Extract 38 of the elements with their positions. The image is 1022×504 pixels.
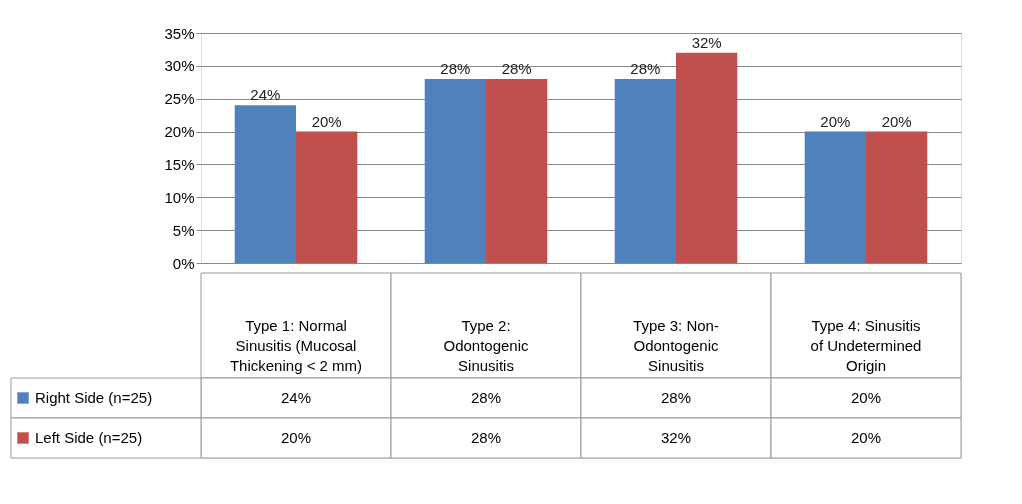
x-tick-label: Type 3: Non-Odontogenic Sinusitis (633, 316, 720, 374)
text: 28% (501, 60, 532, 77)
y-tick-label: 20% (164, 123, 195, 141)
x-tick-label: Type 4: Sinusitis of Undetermined Origin (810, 316, 922, 374)
text: 28% (440, 60, 471, 77)
legend-label: Right Side (n=25) (35, 389, 153, 406)
data-label: 32% (660, 429, 692, 446)
y-tick-label: 15% (164, 155, 195, 173)
text: 20% (311, 112, 342, 130)
data-label: 28% (470, 429, 502, 446)
data-label: 20% (280, 429, 312, 446)
x-tick-label: Type 2: Odontogenic Sinusitis (443, 316, 530, 374)
y-tick-label: 35% (164, 24, 195, 42)
text: 20% (881, 112, 912, 130)
y-tick-label: 25% (164, 90, 195, 108)
bar (866, 131, 928, 263)
bar (804, 131, 866, 263)
data-label: 28% (660, 389, 692, 406)
text: 20% (820, 112, 851, 130)
data-label: 20% (850, 429, 882, 446)
data-label: 24% (280, 389, 312, 406)
text: 28% (630, 60, 661, 77)
text: 32% (691, 33, 722, 51)
bar (676, 52, 738, 263)
y-tick-label: 10% (164, 188, 195, 206)
bar (424, 79, 486, 263)
bar (486, 79, 548, 263)
data-label: 20% (850, 389, 882, 406)
data-label: 28% (470, 389, 502, 406)
y-tick-label: 0% (172, 254, 195, 272)
bar (296, 131, 358, 263)
bar (234, 105, 296, 263)
legend-label: Left Side (n=25) (35, 429, 143, 446)
bar (614, 79, 676, 263)
text: 24% (250, 86, 281, 104)
y-tick-label: 30% (164, 57, 195, 75)
x-tick-label: Type 1: Normal Sinusitis (Mucosal Thickening < 2 mm) (229, 316, 363, 374)
y-tick-label: 5% (172, 221, 195, 239)
